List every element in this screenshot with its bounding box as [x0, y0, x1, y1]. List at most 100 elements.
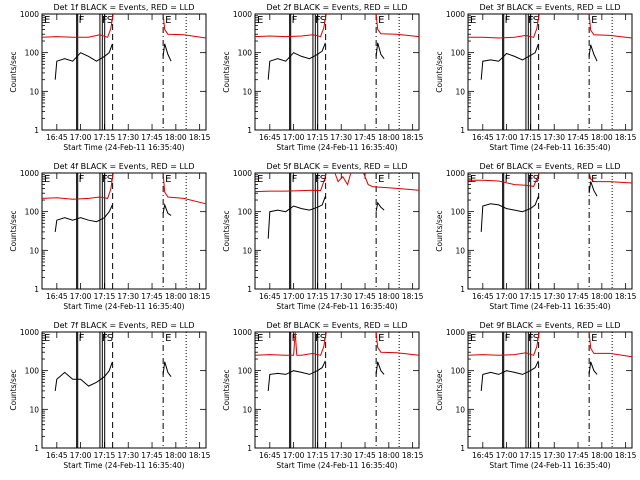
- x-tick-label: 17:15: [307, 292, 329, 301]
- marker-label: S: [107, 333, 113, 344]
- lld-series-line: [588, 331, 633, 358]
- x-tick-label: 18:15: [189, 451, 211, 460]
- y-axis-label: Counts/sec: [222, 51, 231, 92]
- y-tick-label: 100: [451, 208, 466, 217]
- x-tick-label: 16:45: [46, 292, 68, 301]
- y-tick-label: 1000: [233, 169, 252, 178]
- lld-series-line: [588, 13, 633, 39]
- events-series-line: [588, 361, 598, 375]
- y-tick-label: 1000: [446, 169, 465, 178]
- panel-title: Det 3f BLACK = Events, RED = LLD: [479, 3, 620, 12]
- panel-title: Det 5f BLACK = Events, RED = LLD: [266, 162, 407, 171]
- plot-frame: [254, 172, 420, 290]
- y-tick-label: 100: [25, 367, 40, 376]
- x-tick-label: 17:15: [520, 451, 542, 460]
- y-tick-label: 1: [247, 444, 252, 453]
- y-tick-label: 1: [247, 126, 252, 135]
- x-tick-label: 18:15: [402, 133, 424, 142]
- x-tick-label: 17:45: [567, 133, 589, 142]
- x-tick-label: 18:00: [591, 292, 613, 301]
- y-axis-label: Counts/sec: [222, 210, 231, 251]
- x-tick-label: 17:30: [543, 133, 565, 142]
- x-tick-label: 17:45: [354, 451, 376, 460]
- marker-label: E: [591, 174, 597, 185]
- x-axis-label: Start Time (24-Feb-11 16:35:40): [276, 302, 397, 311]
- x-tick-label: 17:00: [496, 292, 518, 301]
- y-tick-label: 1000: [233, 328, 252, 337]
- panel-title: Det 1f BLACK = Events, RED = LLD: [53, 3, 194, 12]
- panel-title: Det 9f BLACK = Events, RED = LLD: [479, 321, 620, 330]
- lld-series-line: [468, 172, 540, 187]
- lld-series-line: [363, 172, 420, 191]
- events-series-line: [480, 196, 539, 232]
- lld-series-line: [162, 13, 207, 39]
- marker-label: E: [470, 174, 476, 185]
- y-tick-label: 10: [455, 405, 465, 414]
- x-tick-label: 16:45: [472, 133, 494, 142]
- marker-label: E: [378, 333, 384, 344]
- lld-series-line: [254, 331, 327, 356]
- x-axis-label: Start Time (24-Feb-11 16:35:40): [489, 302, 610, 311]
- x-tick-label: 18:00: [591, 133, 613, 142]
- y-tick-label: 100: [238, 367, 253, 376]
- panel-det-7f: Det 7f BLACK = Events, RED = LLD 1 10 100 10…: [9, 321, 211, 470]
- lld-series-line: [162, 172, 207, 205]
- y-tick-label: 10: [242, 87, 252, 96]
- x-tick-label: 17:30: [117, 292, 139, 301]
- x-tick-label: 17:00: [70, 292, 92, 301]
- x-tick-label: 17:30: [330, 451, 352, 460]
- y-tick-label: 100: [25, 208, 40, 217]
- y-tick-label: 100: [451, 367, 466, 376]
- panel-det-3f: Det 3f BLACK = Events, RED = LLD 1 10 100 10…: [435, 3, 637, 152]
- y-axis-label: Counts/sec: [435, 210, 444, 251]
- events-series-line: [588, 181, 598, 197]
- plot-frame: [467, 13, 633, 131]
- marker-label: F: [79, 333, 85, 344]
- plot-frame: [467, 331, 633, 449]
- x-tick-label: 17:45: [567, 292, 589, 301]
- y-tick-label: 1: [460, 285, 465, 294]
- events-series-line: [375, 201, 385, 212]
- x-axis-label: Start Time (24-Feb-11 16:35:40): [63, 143, 184, 152]
- y-axis-label: Counts/sec: [9, 51, 18, 92]
- plot-frame: [41, 172, 207, 290]
- marker-label: S: [533, 333, 539, 344]
- y-tick-label: 1: [34, 126, 39, 135]
- x-tick-label: 17:45: [354, 292, 376, 301]
- lld-series-line: [254, 172, 327, 193]
- x-tick-label: 17:15: [520, 133, 542, 142]
- panel-det-8f: Det 8f BLACK = Events, RED = LLD 1 10 100 10…: [222, 321, 424, 470]
- x-axis-label: Start Time (24-Feb-11 16:35:40): [276, 461, 397, 470]
- events-series-line: [54, 361, 113, 391]
- panel-det-2f: Det 2f BLACK = Events, RED = LLD 1 10 100 10…: [222, 3, 424, 152]
- panel-det-1f: Det 1f BLACK = Events, RED = LLD 1 10 100 10…: [9, 3, 211, 152]
- x-tick-label: 16:45: [259, 292, 281, 301]
- plot-frame: [41, 331, 207, 449]
- marker-label: E: [44, 15, 50, 26]
- x-tick-label: 17:00: [70, 451, 92, 460]
- x-tick-label: 16:45: [259, 451, 281, 460]
- x-tick-label: 17:45: [354, 133, 376, 142]
- panel-title: Det 7f BLACK = Events, RED = LLD: [53, 321, 194, 330]
- x-tick-label: 17:00: [283, 292, 305, 301]
- marker-label: E: [378, 174, 384, 185]
- x-tick-label: 16:45: [259, 133, 281, 142]
- plot-frame: [254, 331, 420, 449]
- plot-frame: [41, 13, 207, 131]
- marker-label: E: [470, 15, 476, 26]
- lld-series-line: [468, 13, 540, 39]
- x-tick-label: 16:45: [46, 133, 68, 142]
- marker-label: E: [165, 174, 171, 185]
- panel-det-5f: Det 5f BLACK = Events, RED = LLD 1 10 100 10…: [222, 162, 424, 311]
- x-axis-label: Start Time (24-Feb-11 16:35:40): [489, 461, 610, 470]
- panel-det-4f: Det 4f BLACK = Events, RED = LLD 1 10 100 10…: [9, 162, 211, 311]
- x-tick-label: 17:00: [283, 451, 305, 460]
- events-series-line: [267, 360, 326, 391]
- y-axis-label: Counts/sec: [435, 369, 444, 410]
- x-tick-label: 17:00: [70, 133, 92, 142]
- y-tick-label: 1: [34, 285, 39, 294]
- marker-label: E: [257, 174, 263, 185]
- marker-label: E: [591, 333, 597, 344]
- x-tick-label: 16:45: [472, 451, 494, 460]
